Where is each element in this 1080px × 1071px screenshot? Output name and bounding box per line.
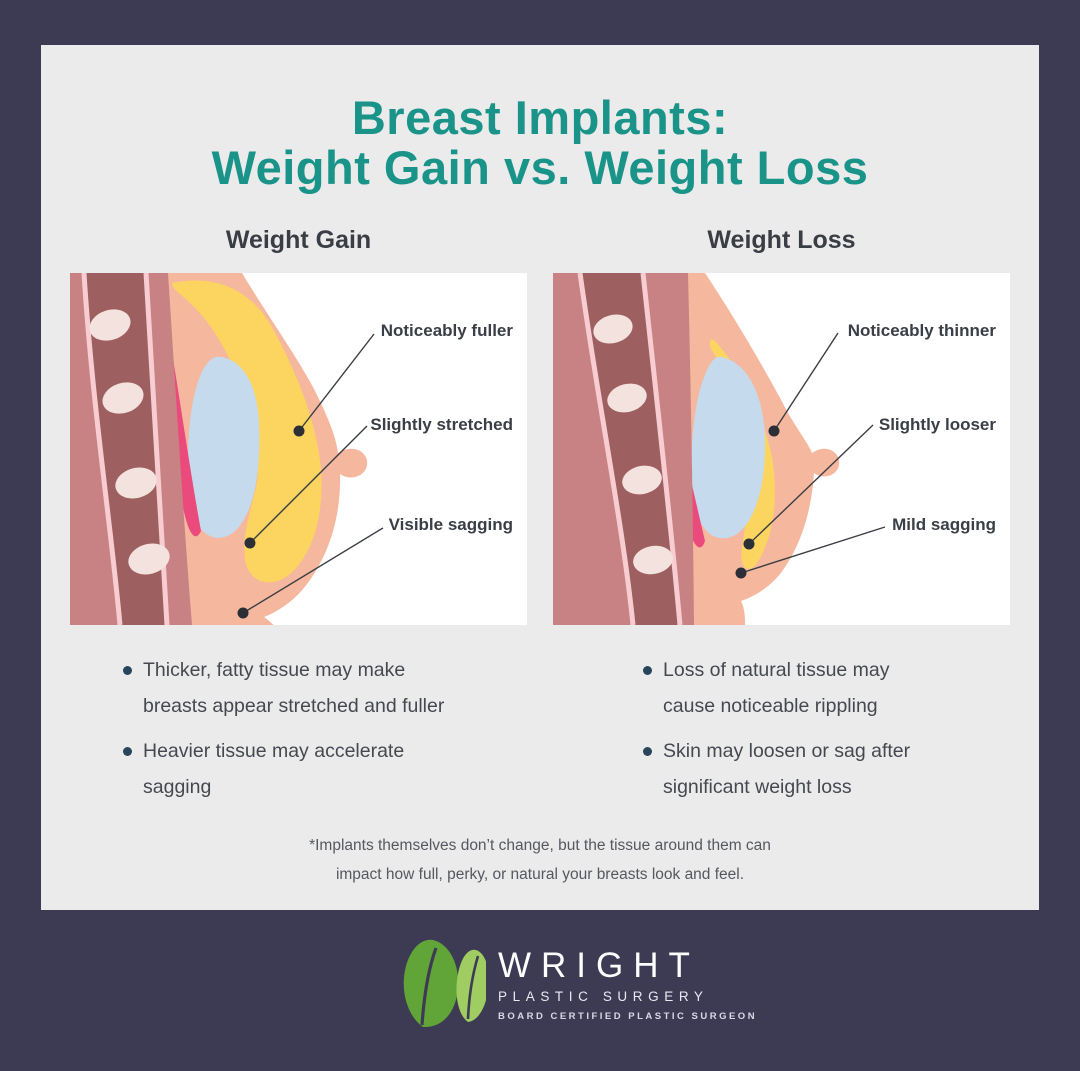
callout-line-fuller [298,333,375,432]
rib-cross-section [633,545,673,575]
clinic-subtitle: PLASTIC SURGERY [498,989,709,1004]
page-title-line2: Weight Gain vs. Weight Loss [211,141,869,194]
weight-gain-bullet-list: Thicker, fatty tissue may make breasts a… [123,652,463,814]
fatty-tissue-shape [709,339,775,569]
footnote-line1: *Implants themselves don’t change, but t… [309,837,771,854]
rib-band-border-left [577,273,636,625]
rib-band-shape [580,273,680,625]
clinic-name: WRIGHT [498,946,700,985]
clinic-tagline: BOARD CERTIFIED PLASTIC SURGEON [498,1011,758,1022]
bullet-text: Heavier tissue may accelerate sagging [143,740,405,798]
callout-dot-thinner [768,425,780,437]
rib-band-shape [84,273,167,625]
bullet-icon [123,747,132,756]
bullet-icon [643,666,652,675]
infographic-card: Breast Implants: Weight Gain vs. Weight … [41,45,1039,910]
rib-band-border-right [143,273,170,625]
fatty-tissue-shape [172,280,322,583]
implant-shape [188,356,260,538]
weight-loss-bullet-list: Loss of natural tissue may cause noticea… [643,652,935,814]
list-item: Skin may loosen or sag after significant… [643,733,935,805]
weight-loss-illustration-panel: Noticeably thinner Slightly looser Mild … [553,273,1010,625]
callout-line-thinner [773,332,839,432]
callout-line-stretched [249,425,368,544]
callout-label-noticeably-thinner: Noticeably thinner [847,321,996,340]
large-leaf-vein [420,947,438,1026]
list-item: Heavier tissue may accelerate sagging [123,733,463,805]
small-leaf-vein [466,955,480,1020]
callout-dot-sagging [237,607,249,619]
clinic-logo: WRIGHT PLASTIC SURGERY BOARD CERTIFIED P… [398,936,757,1033]
page-title-line1: Breast Implants: [351,91,729,144]
weight-loss-anatomy-diagram [553,273,1010,625]
rib-cross-section [115,467,157,499]
callout-dot-stretched [244,537,256,549]
page-title: Breast Implants: Weight Gain vs. Weight … [41,93,1039,193]
disclaimer-footnote: *Implants themselves don’t change, but t… [41,831,1039,889]
rib-cross-section [622,465,662,495]
footnote-line2: impact how full, perky, or natural your … [335,866,745,883]
bullet-text: Skin may loosen or sag after significant… [663,740,911,798]
callout-label-noticeably-fuller: Noticeably fuller [380,321,513,340]
callout-label-slightly-stretched: Slightly stretched [370,415,513,434]
weight-gain-illustration-panel: Noticeably fuller Slightly stretched Vis… [70,273,527,625]
rib-cross-section [89,309,131,341]
rib-band-border-right [640,273,683,625]
rib-cross-section [593,314,633,344]
heading-weight-gain: Weight Gain [225,226,372,254]
callout-line-sagging [242,527,384,614]
rib-cross-section [102,382,144,414]
callout-dot-mild-sagging [735,567,747,579]
callout-label-visible-sagging: Visible sagging [388,515,513,534]
callout-label-mild-sagging: Mild sagging [892,515,996,534]
bullet-icon [643,747,652,756]
bullet-text: Thicker, fatty tissue may make breasts a… [143,659,445,717]
callout-line-mild-sagging [740,526,886,574]
implant-shape [691,356,766,539]
heading-weight-loss: Weight Loss [707,226,856,254]
list-item: Thicker, fatty tissue may make breasts a… [123,652,463,724]
list-item: Loss of natural tissue may cause noticea… [643,652,935,724]
rib-cross-section [607,383,647,413]
weight-gain-anatomy-diagram [70,273,527,625]
callout-line-looser [748,424,874,545]
large-leaf [403,939,459,1028]
rib-band-border-left [81,273,123,625]
rib-cross-section [128,543,170,575]
leaf-logo-icon [403,939,486,1028]
callout-dot-fuller [293,425,305,437]
bullet-icon [123,666,132,675]
clinic-logo-text: WRIGHT PLASTIC SURGERY BOARD CERTIFIED P… [498,946,758,1023]
callout-dot-looser [743,538,755,550]
bullet-text: Loss of natural tissue may cause noticea… [663,659,890,717]
callout-label-slightly-looser: Slightly looser [878,415,996,434]
